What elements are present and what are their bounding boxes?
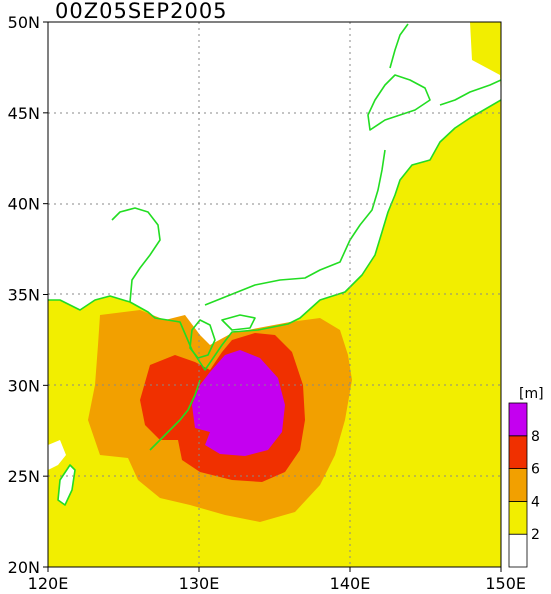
coastline-korea	[111, 207, 161, 303]
map-title: 00Z05SEP2005	[55, 0, 228, 23]
coastline-hokkaido	[367, 74, 431, 131]
coastline-japan-honshu	[204, 149, 386, 306]
y-tick-label: 45N	[8, 104, 40, 123]
coastline-ryukyu	[149, 379, 201, 451]
x-tick-label: 120E	[28, 574, 69, 593]
colorbar-label: 2	[531, 527, 540, 543]
sea-over-8m-region	[192, 350, 285, 456]
colorbar-swatch	[508, 435, 528, 469]
coastlines	[48, 23, 501, 506]
coastline-sakhalin	[389, 23, 409, 69]
colorbar-swatch	[508, 500, 528, 535]
y-tick-label: 35N	[8, 286, 40, 305]
y-tick-label: 30N	[8, 376, 40, 395]
china-coast-south	[48, 440, 66, 470]
y-axis: 20N 25N 30N 35N 40N 45N 50N	[8, 13, 48, 577]
x-tick-label: 140E	[330, 574, 371, 593]
colorbar-swatch	[508, 402, 528, 437]
asia-mainland	[48, 22, 501, 370]
colorbar-label: 8	[531, 429, 540, 445]
colorbar-swatch	[508, 533, 528, 568]
y-tick-label: 50N	[8, 13, 40, 32]
x-tick-label: 150E	[485, 574, 526, 593]
colorbar-swatch	[508, 468, 528, 502]
coastline-taiwan	[57, 464, 76, 506]
coastline-kyushu	[189, 319, 216, 359]
y-tick-label: 20N	[8, 558, 40, 577]
colorbar-label: 6	[531, 462, 540, 478]
y-tick-label: 40N	[8, 195, 40, 214]
x-axis: 120E 130E 140E 150E	[28, 567, 526, 593]
x-tick-label: 130E	[179, 574, 220, 593]
taiwan-island	[58, 465, 75, 505]
y-tick-label: 25N	[8, 467, 40, 486]
gridlines	[48, 22, 501, 567]
coastline-mainland	[48, 99, 501, 371]
coastline-shikoku	[221, 314, 256, 331]
colorbar-label: 4	[531, 494, 540, 510]
colorbar-unit: [m]	[519, 386, 544, 402]
colorbar: [m] 2 4 6 8	[508, 386, 544, 568]
coastline-kuril	[439, 79, 501, 106]
